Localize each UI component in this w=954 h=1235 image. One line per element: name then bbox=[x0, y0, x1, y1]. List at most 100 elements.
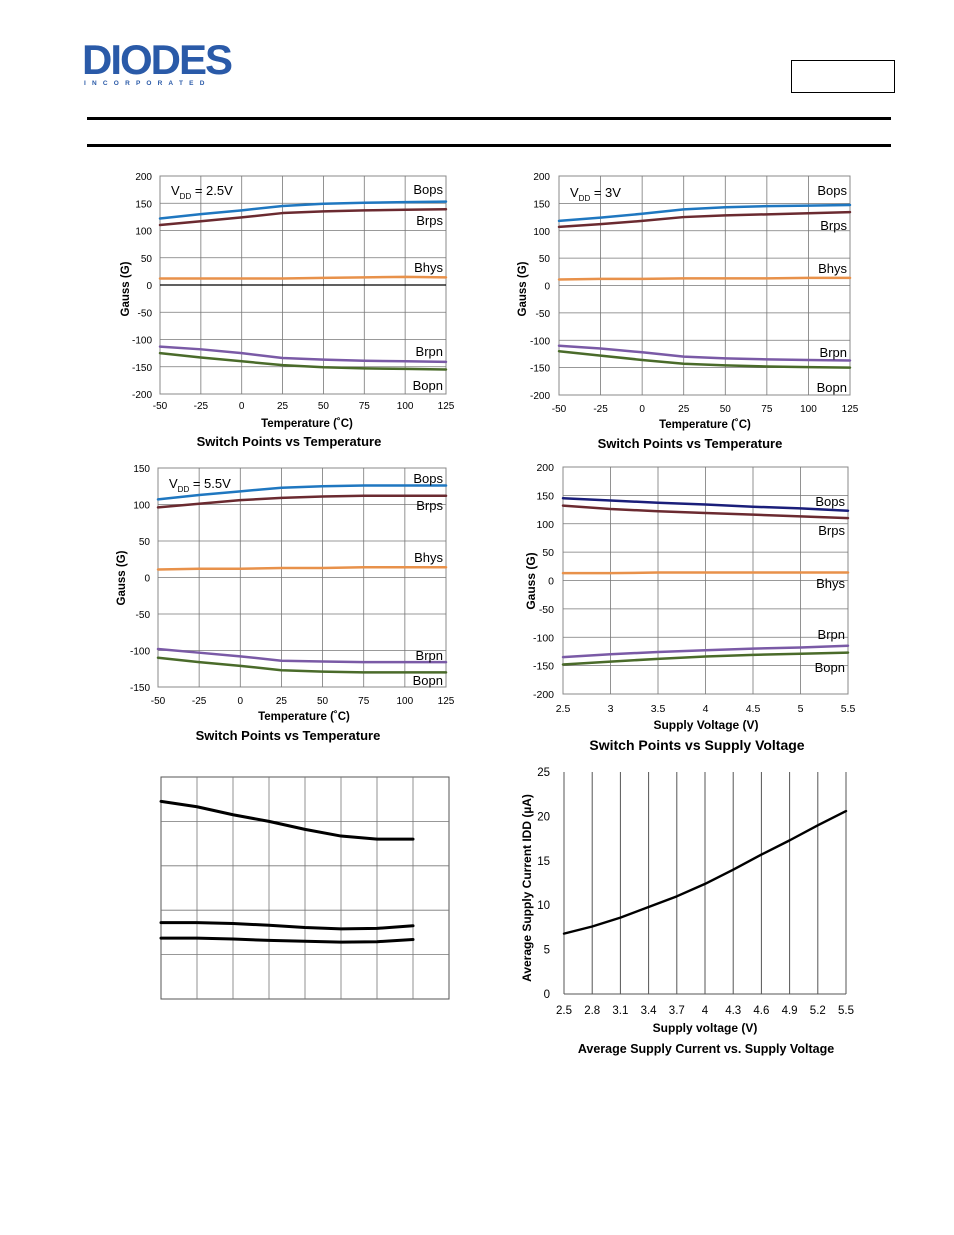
series-line-2 bbox=[159, 936, 415, 944]
y-tick-label: 100 bbox=[533, 227, 550, 238]
series-line-0 bbox=[159, 799, 415, 841]
series-line-bopn bbox=[158, 351, 448, 371]
chart-annotation: VDD = 3V bbox=[570, 185, 621, 203]
series-line-bhys bbox=[557, 276, 852, 281]
y-tick-label: 50 bbox=[139, 537, 151, 548]
y-tick-label: 0 bbox=[548, 576, 554, 588]
x-tick-label: 50 bbox=[317, 696, 329, 707]
x-tick-label: 0 bbox=[238, 696, 244, 707]
y-tick-label: 200 bbox=[536, 462, 554, 474]
chart-title: Average Supply Current vs. Supply Voltag… bbox=[578, 1042, 834, 1056]
series-label-brps: Brps bbox=[820, 218, 847, 233]
y-axis-label: Gauss (G) bbox=[517, 261, 529, 316]
y-tick-label: 10 bbox=[537, 900, 550, 912]
y-tick-label: 150 bbox=[536, 490, 554, 502]
x-axis-label: Supply Voltage (V) bbox=[653, 718, 758, 732]
x-tick-label: 50 bbox=[720, 404, 732, 415]
plot-frame bbox=[157, 467, 447, 688]
x-tick-label: 4 bbox=[702, 1005, 709, 1017]
x-tick-label: 0 bbox=[639, 404, 645, 415]
series-label-brpn: Brpn bbox=[416, 648, 443, 663]
y-tick-label: 25 bbox=[537, 767, 550, 779]
x-axis-label: Temperature (˚C) bbox=[258, 711, 350, 723]
y-tick-label: -50 bbox=[539, 604, 554, 616]
y-tick-label: -100 bbox=[533, 632, 554, 644]
y-tick-label: 20 bbox=[537, 811, 550, 823]
x-tick-label: 125 bbox=[438, 401, 455, 412]
plot-frame bbox=[564, 772, 846, 994]
x-tick-label: -50 bbox=[552, 404, 567, 415]
x-tick-label: 2.5 bbox=[556, 1005, 572, 1017]
series-label-brpn: Brpn bbox=[820, 345, 847, 360]
series-label-bopn: Bopn bbox=[413, 673, 443, 688]
x-tick-label: 100 bbox=[397, 401, 414, 412]
y-tick-label: 100 bbox=[135, 227, 152, 238]
plot-frame bbox=[160, 776, 450, 1000]
x-tick-label: 2.8 bbox=[584, 1005, 600, 1017]
chart-title: Switch Points vs Temperature bbox=[197, 434, 382, 449]
x-tick-label: 5.2 bbox=[810, 1005, 826, 1017]
series-label-bops: Bops bbox=[815, 494, 845, 509]
series-line-brps bbox=[158, 207, 448, 227]
series-line-bopn bbox=[156, 656, 448, 674]
y-tick-label: -150 bbox=[132, 363, 152, 374]
series-line-brpn bbox=[158, 345, 448, 364]
x-tick-label: 3.1 bbox=[612, 1005, 628, 1017]
series-label-bopn: Bopn bbox=[815, 660, 845, 675]
series-label-bhys: Bhys bbox=[816, 576, 845, 591]
series-label-bhys: Bhys bbox=[414, 550, 443, 565]
x-tick-label: 0 bbox=[239, 401, 245, 412]
x-tick-label: 5 bbox=[798, 703, 804, 715]
x-tick-label: 3.7 bbox=[669, 1005, 685, 1017]
y-tick-label: -200 bbox=[533, 689, 554, 701]
y-tick-label: -100 bbox=[132, 336, 152, 347]
y-tick-label: -150 bbox=[130, 683, 150, 694]
x-tick-label: -50 bbox=[153, 401, 168, 412]
x-tick-label: 100 bbox=[800, 404, 817, 415]
series-label-brpn: Brpn bbox=[416, 344, 443, 359]
y-tick-label: -100 bbox=[530, 336, 550, 347]
x-tick-label: 5.5 bbox=[838, 1005, 854, 1017]
x-axis-label: Supply voltage (V) bbox=[653, 1021, 758, 1035]
y-tick-label: 200 bbox=[135, 172, 152, 183]
plot-frame bbox=[562, 466, 849, 695]
header-rule-top bbox=[87, 117, 891, 120]
chart-title: Switch Points vs Supply Voltage bbox=[589, 737, 804, 753]
x-tick-label: 25 bbox=[678, 404, 690, 415]
series-label-brpn: Brpn bbox=[818, 627, 845, 642]
y-tick-label: 50 bbox=[542, 547, 554, 559]
x-tick-label: 3 bbox=[608, 703, 614, 715]
x-tick-label: 25 bbox=[277, 401, 289, 412]
x-tick-label: 125 bbox=[438, 696, 455, 707]
series-label-bhys: Bhys bbox=[414, 260, 443, 275]
logo-subtitle: I N C O R P O R A T E D bbox=[84, 80, 207, 87]
x-tick-label: 4.5 bbox=[746, 703, 761, 715]
series-label-bopn: Bopn bbox=[413, 378, 443, 393]
chart-title: Switch Points vs Temperature bbox=[196, 728, 381, 743]
y-axis-label: Gauss (G) bbox=[116, 550, 128, 605]
x-tick-label: 3.5 bbox=[651, 703, 666, 715]
series-label-brps: Brps bbox=[818, 523, 845, 538]
series-label-bops: Bops bbox=[413, 182, 443, 197]
series-line-bops bbox=[156, 484, 448, 501]
x-tick-label: 5.5 bbox=[841, 703, 856, 715]
y-tick-label: 150 bbox=[533, 199, 550, 210]
series-line-brps bbox=[561, 504, 850, 520]
series-line-bhys bbox=[158, 275, 448, 280]
y-axis-label: Gauss (G) bbox=[120, 261, 132, 316]
series-label-brps: Brps bbox=[416, 213, 443, 228]
x-tick-label: 50 bbox=[318, 401, 330, 412]
y-tick-label: 0 bbox=[146, 281, 152, 292]
x-tick-label: 2.5 bbox=[556, 703, 571, 715]
y-tick-label: 0 bbox=[144, 574, 150, 585]
y-tick-label: 5 bbox=[544, 945, 550, 957]
series-line-0 bbox=[562, 809, 848, 935]
x-tick-label: -25 bbox=[194, 401, 209, 412]
series-line-brps bbox=[557, 210, 852, 229]
